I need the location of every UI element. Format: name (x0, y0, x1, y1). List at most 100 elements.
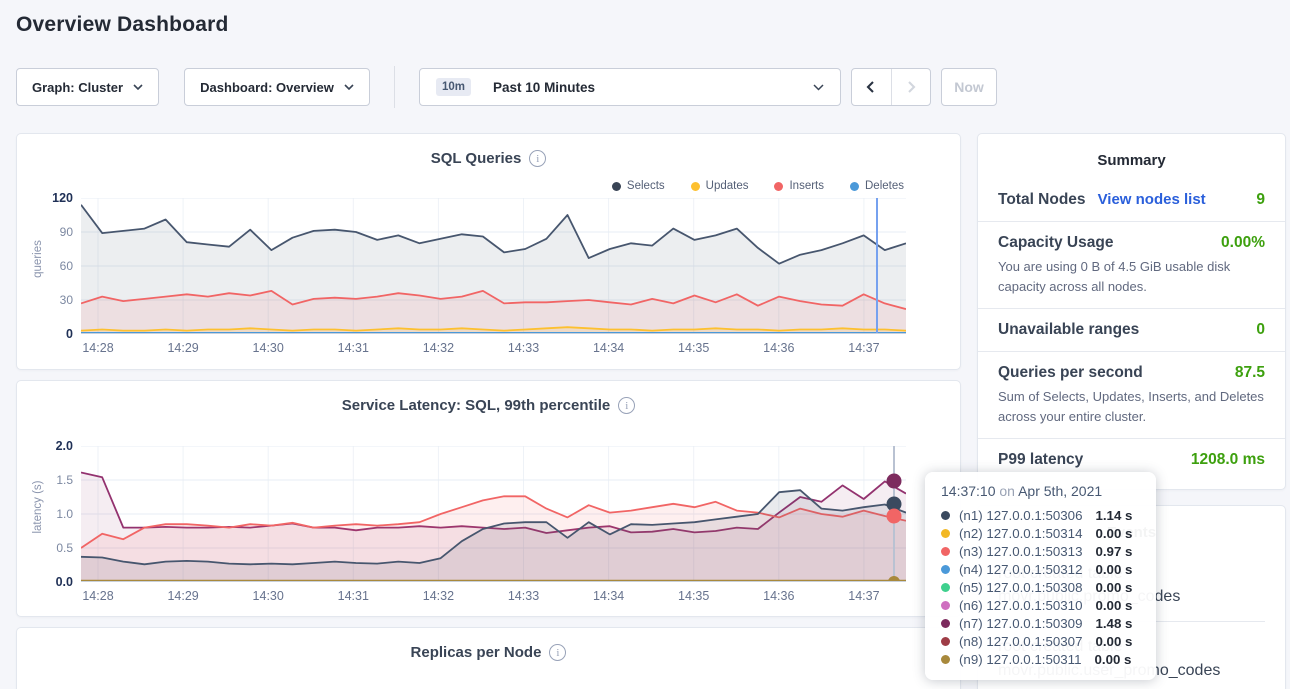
chart-hover-tooltip: 14:37:10 on Apr 5th, 2021 (n1) 127.0.0.1… (925, 472, 1156, 680)
graph-dropdown[interactable]: Graph: Cluster (16, 68, 159, 106)
summary-row-label: Capacity Usage (998, 234, 1113, 252)
node-series-dot-icon (941, 565, 950, 574)
summary-row: Capacity Usage 0.00% You are using 0 B of … (978, 221, 1285, 308)
tooltip-timestamp: 14:37:10 on Apr 5th, 2021 (941, 483, 1140, 499)
x-tick-label: 14:28 (82, 341, 113, 355)
legend-dot-icon (850, 182, 859, 191)
node-series-dot-icon (941, 583, 950, 592)
tooltip-node-value: 1.48 s (1095, 616, 1132, 631)
x-tick-label: 14:35 (678, 341, 709, 355)
y-tick-label: 30 (60, 293, 73, 307)
tooltip-node-label: (n6) 127.0.0.1:50310 (959, 598, 1082, 613)
tooltip-node-value: 0.00 s (1095, 526, 1132, 541)
chart-title: Replicas per Node (411, 644, 542, 661)
tooltip-node-row: (n5) 127.0.0.1:503080.00 s (941, 578, 1140, 596)
legend-dot-icon (612, 182, 621, 191)
summary-row: Queries per second87.5Sum of Selects, Up… (978, 351, 1285, 438)
summary-row-value: 1208.0 ms (1191, 451, 1265, 469)
dashboard-dropdown[interactable]: Dashboard: Overview (184, 68, 370, 106)
time-window-stepper (851, 68, 931, 106)
tooltip-node-label: (n5) 127.0.0.1:50308 (959, 580, 1082, 595)
y-tick-label: 1.0 (56, 507, 73, 521)
summary-row-label: Unavailable ranges (998, 321, 1139, 339)
node-series-dot-icon (941, 655, 950, 664)
summary-row-value: 0 (1256, 321, 1265, 339)
summary-row-label: Total Nodes (998, 191, 1086, 209)
tooltip-node-label: (n9) 127.0.0.1:50311 (959, 652, 1081, 667)
x-tick-label: 14:33 (508, 341, 539, 355)
y-tick-label: 0.5 (56, 541, 73, 555)
summary-row: Unavailable ranges 0 (978, 308, 1285, 351)
legend-label: Inserts (789, 180, 824, 192)
time-range-badge: 10m (436, 78, 471, 96)
summary-panel: Summary Total Nodes View nodes list 9 Capac… (977, 133, 1286, 490)
tooltip-node-label: (n2) 127.0.0.1:50314 (959, 526, 1082, 541)
tooltip-node-label: (n7) 127.0.0.1:50309 (959, 616, 1082, 631)
chart-title: Service Latency: SQL, 99th percentile (342, 397, 610, 414)
summary-row-description: You are using 0 B of 4.5 GiB usable disk… (998, 257, 1265, 296)
chart-plot-area[interactable] (81, 198, 906, 334)
info-icon[interactable]: i (529, 150, 546, 167)
tooltip-node-row: (n2) 127.0.0.1:50314 0.00 s (941, 524, 1140, 542)
info-icon[interactable]: i (549, 644, 566, 661)
tooltip-node-value: 0.00 s (1095, 598, 1132, 613)
x-tick-label: 14:32 (423, 589, 454, 603)
node-series-dot-icon (941, 511, 950, 520)
tooltip-node-value: 0.00 s (1095, 562, 1132, 577)
summary-row-value: 9 (1256, 191, 1265, 209)
summary-row-value: 87.5 (1235, 364, 1265, 382)
time-range-label: Past 10 Minutes (493, 80, 595, 95)
tooltip-node-row: (n6) 127.0.0.1:50310 0.00 s (941, 596, 1140, 614)
sql-queries-chart: queries 0306090120 14:2814:2914:3014:311… (17, 198, 962, 363)
chart-title: SQL Queries (431, 150, 522, 167)
x-tick-label: 14:33 (508, 589, 539, 603)
x-tick-label: 14:36 (763, 589, 794, 603)
hover-crosshair-line (876, 198, 878, 333)
now-button[interactable]: Now (941, 68, 997, 106)
chevron-down-icon (133, 84, 143, 90)
y-tick-label: 60 (60, 259, 73, 273)
service-latency-chart: latency (s) 0.00.51.01.52.0 14:2814:2914… (17, 446, 962, 611)
node-series-dot-icon (941, 601, 950, 610)
x-tick-label: 14:36 (763, 341, 794, 355)
tooltip-node-label: (n1) 127.0.0.1:50306 (959, 508, 1082, 523)
next-time-window-button[interactable] (891, 69, 931, 105)
view-nodes-list-link[interactable]: View nodes list (1098, 191, 1206, 208)
y-tick-label: 0.0 (56, 575, 73, 589)
chevron-down-icon (813, 84, 824, 91)
x-tick-label: 14:29 (167, 589, 198, 603)
tooltip-node-row: (n1) 127.0.0.1:50306 1.14 s (941, 506, 1140, 524)
tooltip-node-row: (n7) 127.0.0.1:50309 1.48 s (941, 614, 1140, 632)
previous-time-window-button[interactable] (852, 69, 891, 105)
chevron-down-icon (344, 84, 354, 90)
summary-row-value: 0.00% (1221, 234, 1265, 252)
time-range-dropdown[interactable]: 10m Past 10 Minutes (419, 68, 841, 106)
x-tick-label: 14:30 (253, 341, 284, 355)
chart-plot-area[interactable] (81, 446, 906, 582)
tooltip-node-row: (n3) 127.0.0.1:50313 0.97 s (941, 542, 1140, 560)
tooltip-node-value: 1.14 s (1095, 508, 1132, 523)
tooltip-node-label: (n4) 127.0.0.1:50312 (959, 562, 1082, 577)
summary-row-label: P99 latency (998, 451, 1083, 469)
tooltip-node-label: (n3) 127.0.0.1:50313 (959, 544, 1082, 559)
tooltip-node-row: (n4) 127.0.0.1:50312 0.00 s (941, 560, 1140, 578)
info-icon[interactable]: i (618, 397, 635, 414)
x-tick-label: 14:31 (338, 341, 369, 355)
x-tick-label: 14:34 (593, 589, 624, 603)
legend-item-selects[interactable]: Selects (612, 180, 665, 192)
legend-item-updates[interactable]: Updates (691, 180, 749, 192)
tooltip-node-value: 0.97 s (1095, 544, 1132, 559)
x-tick-label: 14:34 (593, 341, 624, 355)
x-tick-label: 14:28 (82, 589, 113, 603)
overview-dashboard-page: Overview Dashboard Graph: Cluster Dashbo… (0, 0, 1290, 689)
hover-data-point (887, 474, 902, 489)
sql-queries-chart-card: SQL Queries i Selects Updates Inserts Delet… (16, 133, 961, 370)
summary-title: Summary (978, 134, 1285, 169)
hover-data-point (888, 576, 900, 582)
legend-label: Selects (627, 180, 665, 192)
y-tick-label: 0 (66, 327, 73, 341)
summary-row-description: Sum of Selects, Updates, Inserts, and De… (998, 387, 1265, 426)
legend-item-deletes[interactable]: Deletes (850, 180, 904, 192)
legend-item-inserts[interactable]: Inserts (774, 180, 824, 192)
hover-data-point (887, 509, 902, 524)
